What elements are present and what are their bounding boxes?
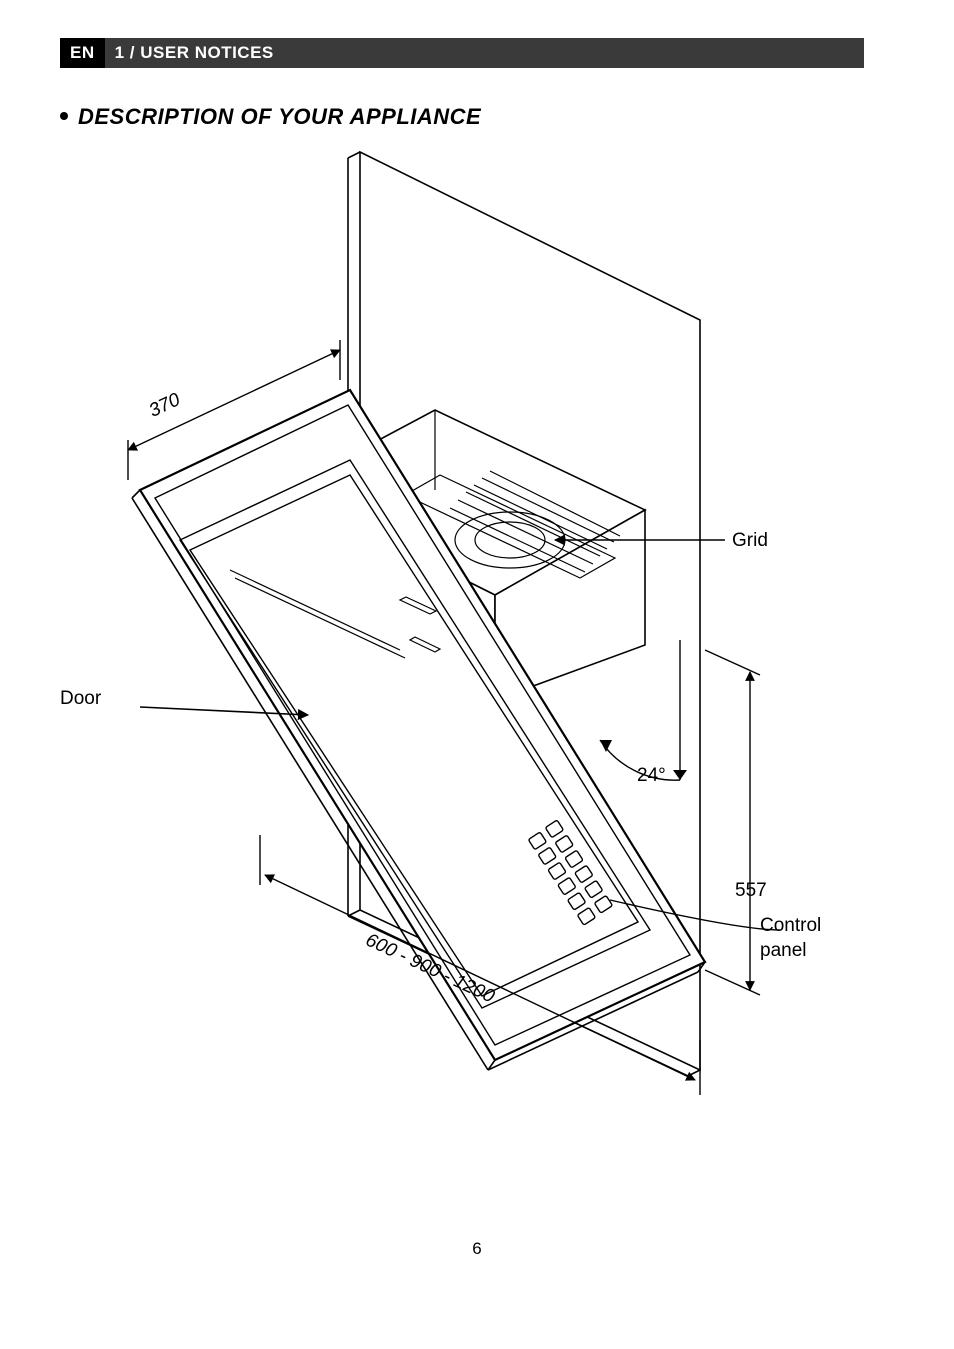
appliance-diagram: 370 Grid Door 24° 557 Control panel 600 … [40, 140, 910, 1110]
header-bar: EN 1 / USER NOTICES [60, 38, 864, 68]
language-badge: EN [60, 38, 105, 68]
label-control-1: Control [760, 915, 821, 937]
section-title: 1 / USER NOTICES [115, 43, 274, 63]
page: EN 1 / USER NOTICES DESCRIPTION OF YOUR … [0, 0, 954, 1349]
page-number: 6 [0, 1239, 954, 1259]
label-door: Door [60, 688, 101, 710]
dimension-angle: 24° [637, 765, 666, 787]
dimension-height: 557 [735, 880, 767, 902]
label-grid: Grid [732, 530, 768, 552]
bullet-icon [60, 112, 68, 120]
subtitle: DESCRIPTION OF YOUR APPLIANCE [60, 104, 481, 130]
subtitle-text: DESCRIPTION OF YOUR APPLIANCE [78, 104, 481, 129]
label-control-2: panel [760, 940, 807, 962]
